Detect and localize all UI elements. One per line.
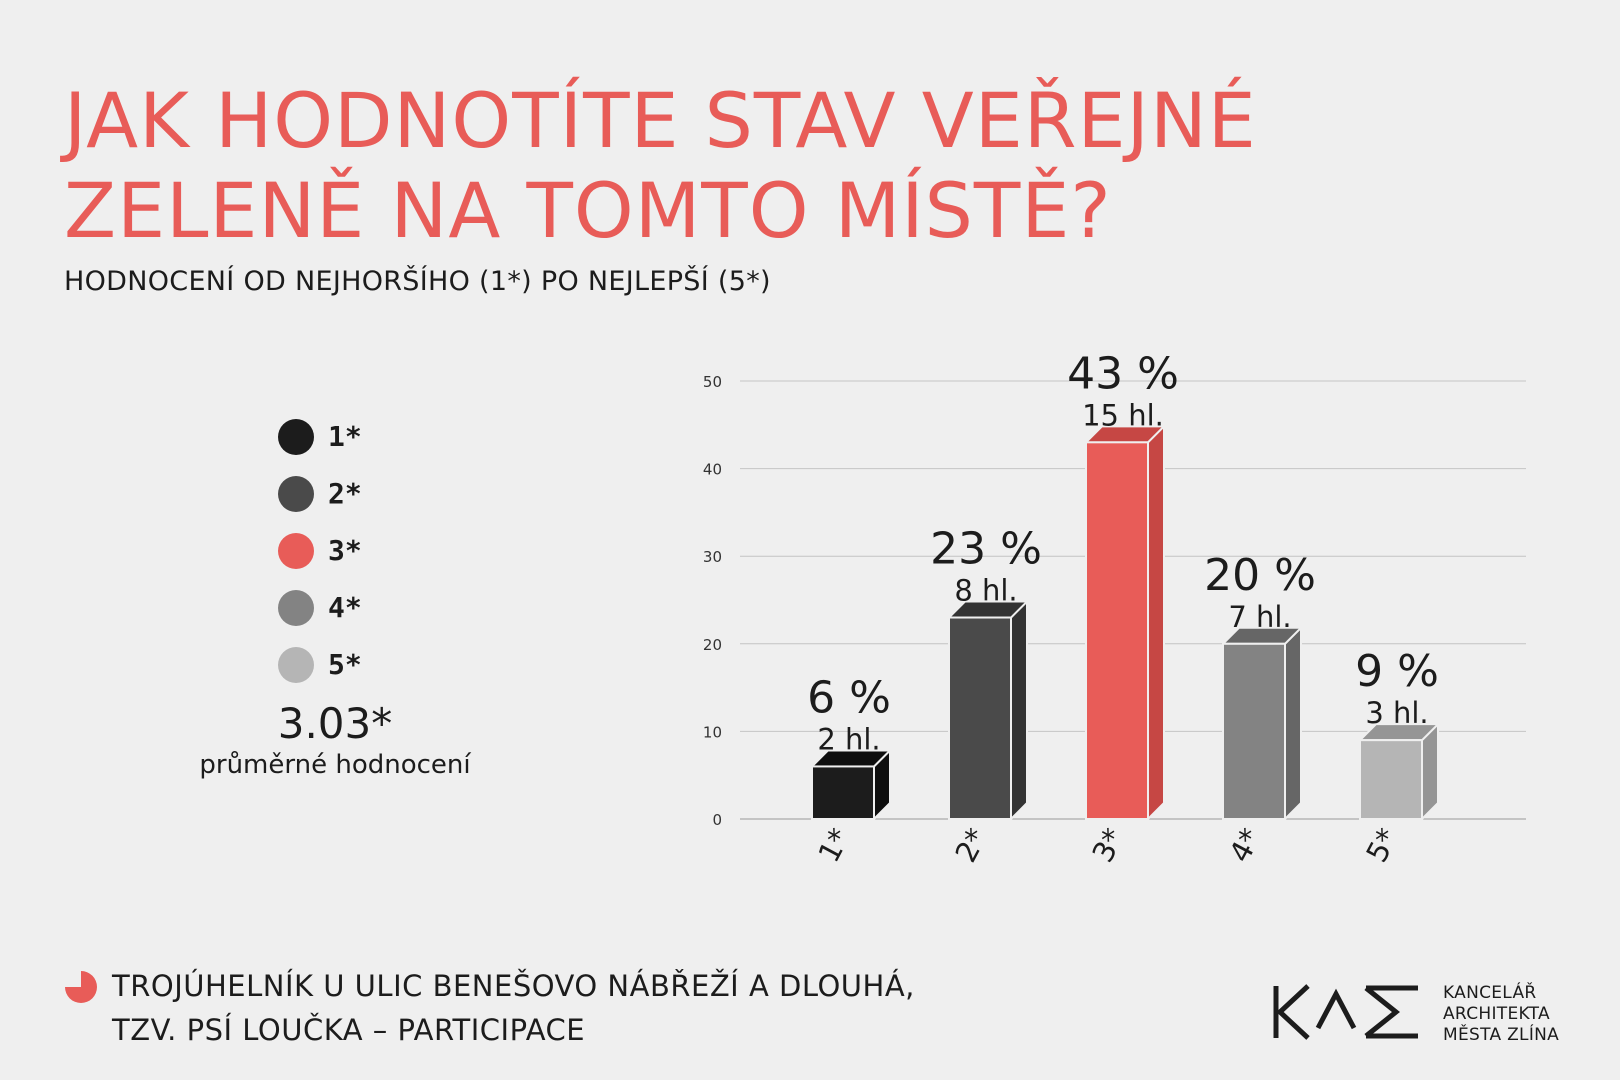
y-tick-label-20: 20 [703, 636, 722, 654]
legend-item-2: 2* [278, 465, 362, 522]
y-tick-label-40: 40 [703, 461, 722, 479]
legend-label-1: 1* [328, 420, 362, 453]
legend-label-3: 3* [328, 534, 362, 567]
average-rating-value: 3.03* [277, 699, 393, 748]
x-tick-label-1: 1* [811, 823, 856, 868]
page-subtitle: HODNOCENÍ OD NEJHORŠÍHO (1*) PO NEJLEPŠÍ… [64, 266, 771, 297]
footer-location: TROJÚHELNÍK U ULIC BENEŠOVO NÁBŘEŽÍ A DL… [112, 964, 915, 1052]
bar-side-2 [1010, 600, 1028, 820]
x-tick-label-4: 4* [1222, 823, 1267, 868]
logo-line-1: KANCELÁŘ [1443, 983, 1537, 1003]
bar-votes-label-1: 2 hl. [817, 722, 880, 756]
bar-5 [1359, 739, 1423, 820]
logo-line-2: ARCHITEKTA [1443, 1004, 1550, 1024]
bar-1 [811, 765, 875, 821]
legend-label-2: 2* [328, 477, 362, 510]
average-rating: 3.03* průměrné hodnocení [180, 700, 490, 782]
legend-item-5: 5* [278, 636, 362, 693]
y-tick-label-30: 30 [703, 548, 722, 566]
kam-logo-icon [1273, 984, 1418, 1040]
page-title: JAK HODNOTÍTE STAV VEŘEJNÉ ZELENĚ NA TOM… [64, 76, 1257, 256]
legend-dot-4 [278, 589, 314, 626]
bar-votes-label-5: 3 hl. [1365, 696, 1428, 730]
bar-percent-label-3: 43 % [1067, 348, 1179, 399]
legend-dot-1 [278, 418, 314, 455]
location-pie-icon [65, 971, 97, 1003]
bar-votes-label-3: 15 hl. [1082, 398, 1164, 432]
y-tick-label-10: 10 [703, 723, 722, 741]
bar-percent-label-2: 23 % [930, 524, 1042, 575]
title-line-1: JAK HODNOTÍTE STAV VEŘEJNÉ [64, 76, 1257, 165]
bar-votes-label-4: 7 hl. [1228, 600, 1291, 634]
bar-percent-label-1: 6 % [807, 672, 891, 723]
title-line-2: ZELENĚ NA TOMTO MÍSTĚ? [64, 166, 1112, 255]
y-tick-label-0: 0 [712, 811, 722, 829]
bar-3 [1085, 441, 1149, 820]
bar-side-3 [1147, 425, 1165, 820]
bar-4 [1222, 642, 1286, 820]
legend-dot-5 [278, 646, 314, 683]
legend-item-4: 4* [278, 579, 362, 636]
legend-item-3: 3* [278, 522, 362, 579]
legend-dot-3 [278, 532, 314, 569]
y-tick-label-50: 50 [703, 373, 722, 391]
bar-percent-label-5: 9 % [1355, 646, 1439, 697]
x-tick-label-3: 3* [1085, 823, 1130, 868]
bar-percent-label-4: 20 % [1204, 550, 1316, 601]
legend-label-4: 4* [328, 591, 362, 624]
x-tick-label-2: 2* [948, 823, 993, 868]
logo-text: KANCELÁŘ ARCHITEKTA MĚSTA ZLÍNA [1443, 983, 1559, 1046]
legend-item-1: 1* [278, 408, 362, 465]
bar-2 [948, 616, 1012, 821]
x-tick-label-5: 5* [1359, 823, 1404, 868]
logo-line-3: MĚSTA ZLÍNA [1443, 1025, 1560, 1045]
average-rating-label: průměrné hodnocení [199, 750, 471, 780]
bar-side-4 [1284, 626, 1302, 820]
legend: 1* 2* 3* 4* 5* [278, 408, 362, 693]
legend-dot-2 [278, 475, 314, 512]
footer-line-1: TROJÚHELNÍK U ULIC BENEŠOVO NÁBŘEŽÍ A DL… [112, 969, 915, 1003]
footer-line-2: TZV. PSÍ LOUČKA – PARTICIPACE [112, 1013, 586, 1047]
legend-label-5: 5* [328, 648, 362, 681]
bar-votes-label-2: 8 hl. [954, 574, 1017, 608]
